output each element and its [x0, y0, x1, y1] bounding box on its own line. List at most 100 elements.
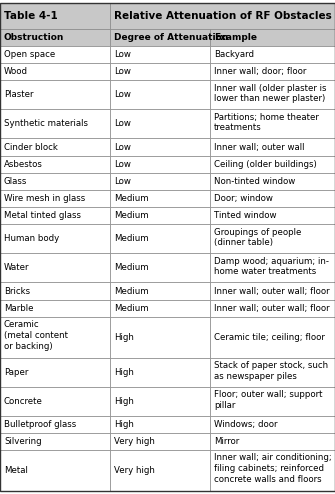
Bar: [0, 300, 110, 317]
Bar: [0, 450, 110, 491]
Text: Wire mesh in glass: Wire mesh in glass: [4, 194, 85, 203]
Text: Door; window: Door; window: [214, 194, 273, 203]
Bar: [210, 450, 335, 491]
Bar: [0, 283, 110, 300]
Bar: [210, 173, 335, 190]
Text: Marble: Marble: [4, 304, 34, 313]
Bar: [0, 358, 110, 387]
Text: Low: Low: [114, 50, 131, 59]
Bar: [210, 433, 335, 450]
Bar: [210, 109, 335, 138]
Bar: [0, 190, 110, 207]
Text: Low: Low: [114, 90, 131, 99]
Text: Water: Water: [4, 263, 29, 273]
Text: Metal: Metal: [4, 466, 28, 475]
Text: Open space: Open space: [4, 50, 55, 59]
Text: Medium: Medium: [114, 263, 149, 273]
Bar: [0, 416, 110, 433]
Text: Tinted window: Tinted window: [214, 211, 276, 220]
Bar: [210, 387, 335, 416]
Bar: [210, 81, 335, 109]
Text: Table 4-1: Table 4-1: [4, 11, 58, 21]
Text: Non-tinted window: Non-tinted window: [214, 177, 295, 186]
Bar: [210, 317, 335, 358]
Bar: [0, 46, 110, 63]
Text: Damp wood; aquarium; in-
home water treatments: Damp wood; aquarium; in- home water trea…: [214, 257, 329, 277]
Bar: [110, 358, 210, 387]
Text: Wood: Wood: [4, 67, 28, 76]
Bar: [0, 317, 110, 358]
Bar: [110, 253, 210, 283]
Bar: [110, 138, 210, 156]
Bar: [110, 317, 210, 358]
Text: Example: Example: [214, 33, 257, 42]
Bar: [210, 224, 335, 253]
Text: Inner wall (older plaster is
lower than newer plaster): Inner wall (older plaster is lower than …: [214, 83, 327, 103]
Text: Medium: Medium: [114, 304, 149, 313]
Text: Obstruction: Obstruction: [4, 33, 64, 42]
Text: Medium: Medium: [114, 287, 149, 295]
Bar: [110, 3, 335, 29]
Bar: [210, 138, 335, 156]
Bar: [0, 173, 110, 190]
Text: Degree of Attenuation: Degree of Attenuation: [114, 33, 228, 42]
Bar: [0, 81, 110, 109]
Text: Metal tinted glass: Metal tinted glass: [4, 211, 81, 220]
Text: Silvering: Silvering: [4, 437, 42, 446]
Bar: [110, 224, 210, 253]
Text: Inner wall; air conditioning;
filing cabinets; reinforced
concrete walls and flo: Inner wall; air conditioning; filing cab…: [214, 453, 332, 484]
Bar: [210, 300, 335, 317]
Bar: [110, 46, 210, 63]
Bar: [110, 63, 210, 81]
Text: High: High: [114, 397, 134, 406]
Bar: [210, 416, 335, 433]
Bar: [210, 63, 335, 81]
Bar: [210, 358, 335, 387]
Text: Bulletproof glass: Bulletproof glass: [4, 420, 76, 429]
Bar: [210, 253, 335, 283]
Text: Synthetic materials: Synthetic materials: [4, 120, 88, 128]
Text: Medium: Medium: [114, 235, 149, 244]
Bar: [110, 283, 210, 300]
Text: Inner wall; outer wall; floor: Inner wall; outer wall; floor: [214, 304, 330, 313]
Text: Low: Low: [114, 177, 131, 186]
Text: High: High: [114, 333, 134, 342]
Bar: [0, 387, 110, 416]
Text: Floor; outer wall; support
pillar: Floor; outer wall; support pillar: [214, 390, 323, 410]
Bar: [0, 138, 110, 156]
Bar: [0, 63, 110, 81]
Text: Medium: Medium: [114, 194, 149, 203]
Text: Ceramic
(metal content
or backing): Ceramic (metal content or backing): [4, 320, 68, 351]
Bar: [0, 3, 110, 29]
Bar: [110, 190, 210, 207]
Text: Plaster: Plaster: [4, 90, 34, 99]
Text: High: High: [114, 368, 134, 377]
Bar: [110, 29, 210, 46]
Bar: [0, 253, 110, 283]
Text: Inner wall; door; floor: Inner wall; door; floor: [214, 67, 307, 76]
Text: Cinder block: Cinder block: [4, 143, 58, 152]
Bar: [210, 190, 335, 207]
Text: Groupings of people
(dinner table): Groupings of people (dinner table): [214, 228, 302, 247]
Bar: [110, 300, 210, 317]
Text: Partitions; home theater
treatments: Partitions; home theater treatments: [214, 113, 319, 132]
Bar: [110, 81, 210, 109]
Text: Inner wall; outer wall: Inner wall; outer wall: [214, 143, 305, 152]
Bar: [0, 156, 110, 173]
Bar: [110, 416, 210, 433]
Text: Bricks: Bricks: [4, 287, 30, 295]
Text: Backyard: Backyard: [214, 50, 254, 59]
Bar: [0, 224, 110, 253]
Text: Asbestos: Asbestos: [4, 160, 43, 169]
Text: Low: Low: [114, 143, 131, 152]
Bar: [110, 433, 210, 450]
Text: Human body: Human body: [4, 235, 59, 244]
Text: Very high: Very high: [114, 466, 155, 475]
Text: Ceramic tile; ceiling; floor: Ceramic tile; ceiling; floor: [214, 333, 325, 342]
Text: Ceiling (older buildings): Ceiling (older buildings): [214, 160, 317, 169]
Bar: [0, 109, 110, 138]
Bar: [0, 433, 110, 450]
Text: Low: Low: [114, 160, 131, 169]
Bar: [110, 156, 210, 173]
Text: Low: Low: [114, 120, 131, 128]
